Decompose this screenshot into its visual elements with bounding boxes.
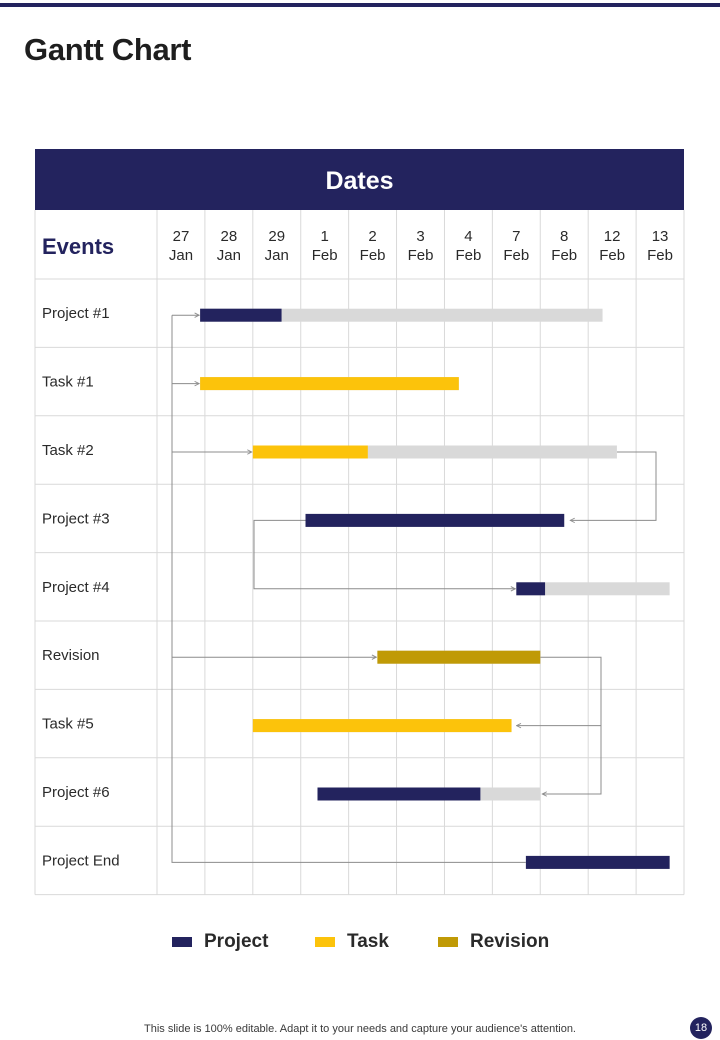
row-label: Project #3 [42, 510, 110, 527]
row-label: Project #1 [42, 305, 110, 322]
legend-swatch-task [315, 937, 335, 947]
top-accent-bar [0, 3, 720, 7]
date-tick-day: 3 [416, 228, 424, 245]
legend-label: Revision [470, 931, 550, 952]
row-label: Project #4 [42, 579, 110, 596]
legend-item-project: Project [172, 928, 268, 956]
legend-label: Task [347, 931, 389, 952]
gantt-bar-project [305, 513, 565, 527]
page-number-badge: 18 [690, 1017, 712, 1039]
date-tick-day: 12 [604, 228, 621, 245]
date-tick-day: 27 [173, 228, 190, 245]
dependency-connector [253, 519, 515, 588]
footer-note: This slide is 100% editable. Adapt it to… [144, 1023, 576, 1035]
page-title: Gantt Chart [24, 32, 192, 67]
date-tick-month: Feb [599, 247, 625, 264]
date-tick-day: 4 [464, 228, 472, 245]
date-tick-day: 29 [268, 228, 285, 245]
gantt-bar-remaining [200, 308, 603, 322]
row-label: Task #1 [42, 374, 94, 391]
chart-legend: Project Task Revision [0, 928, 720, 956]
dependency-connector [570, 451, 657, 520]
date-tick-month: Feb [647, 247, 673, 264]
date-tick-month: Jan [169, 247, 193, 264]
gantt-bar-task [252, 719, 512, 733]
date-tick-day: 13 [652, 228, 669, 245]
date-tick-month: Feb [455, 247, 481, 264]
date-tick-month: Feb [360, 247, 386, 264]
gantt-bar-project [516, 582, 546, 596]
gantt-bar-project [200, 308, 282, 322]
legend-swatch-project [172, 937, 192, 947]
row-label: Task #5 [42, 716, 94, 733]
date-tick-month: Jan [217, 247, 241, 264]
gantt-bar-revision [377, 650, 541, 664]
gantt-bar-remaining [516, 582, 670, 596]
date-tick-day: 8 [560, 228, 568, 245]
date-tick-month: Jan [265, 247, 289, 264]
dependency-connector [171, 315, 526, 863]
row-label: Project End [42, 852, 120, 869]
gantt-bar-task [200, 377, 459, 391]
date-tick-day: 2 [368, 228, 376, 245]
legend-item-revision: Revision [438, 928, 549, 956]
events-column-label: Events [42, 234, 114, 259]
row-label: Revision [42, 647, 100, 664]
row-label: Project #6 [42, 784, 110, 801]
row-label: Task #2 [42, 442, 94, 459]
gantt-bar-task [252, 445, 368, 459]
date-tick-day: 1 [321, 228, 329, 245]
date-tick-month: Feb [408, 247, 434, 264]
date-tick-month: Feb [312, 247, 338, 264]
gantt-bar-project [317, 787, 481, 801]
date-tick-month: Feb [503, 247, 529, 264]
legend-item-task: Task [315, 928, 389, 956]
dates-header-band [35, 149, 684, 210]
legend-label: Project [204, 931, 269, 952]
gantt-bar-project [525, 855, 670, 869]
date-tick-day: 28 [221, 228, 238, 245]
date-tick-month: Feb [551, 247, 577, 264]
date-tick-day: 7 [512, 228, 520, 245]
legend-swatch-revision [438, 937, 458, 947]
dates-header-label: Dates [325, 167, 393, 195]
